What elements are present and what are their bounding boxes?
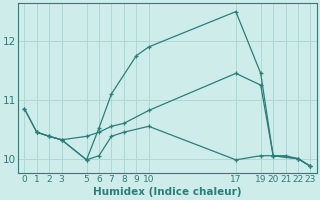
X-axis label: Humidex (Indice chaleur): Humidex (Indice chaleur): [93, 187, 242, 197]
